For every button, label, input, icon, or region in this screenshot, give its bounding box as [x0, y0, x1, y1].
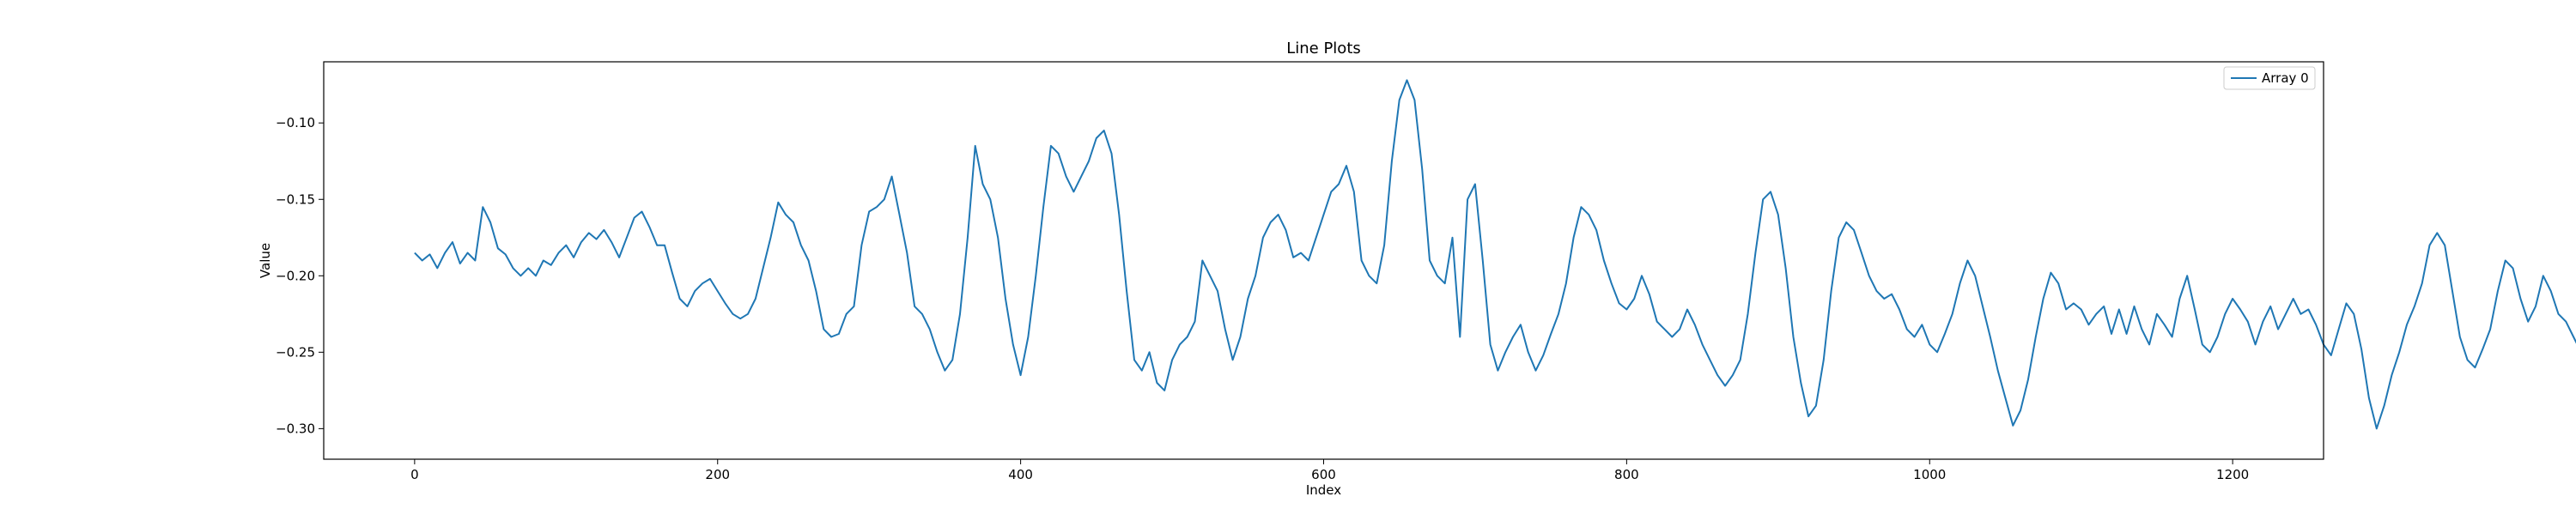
chart-title: Line Plots: [1286, 39, 1361, 58]
x-tick-label: 200: [705, 467, 730, 482]
data-layer: [414, 79, 2576, 430]
x-tick-label: 800: [1614, 467, 1639, 482]
x-tick-label: 1200: [2216, 467, 2249, 482]
series-line-0: [414, 79, 2576, 430]
legend-label: Array 0: [2262, 70, 2309, 86]
y-axis: −0.30 −0.25 −0.20 −0.15 −0.10: [276, 115, 324, 436]
x-tick-label: 1000: [1913, 467, 1946, 482]
y-tick-label: −0.10: [276, 115, 315, 130]
legend: Array 0: [2223, 66, 2316, 90]
y-axis-label: Value: [258, 243, 273, 278]
x-tick-label: 400: [1008, 467, 1033, 482]
y-tick-label: −0.25: [276, 344, 315, 360]
x-axis: 0 200 400 600 800 1000 1200: [410, 459, 2249, 482]
x-tick-label: 0: [410, 467, 419, 482]
y-tick-label: −0.30: [276, 421, 315, 436]
x-tick-label: 600: [1311, 467, 1336, 482]
x-axis-label: Index: [1306, 482, 1341, 498]
y-tick-label: −0.15: [276, 191, 315, 207]
legend-box: [2223, 66, 2316, 90]
y-tick-label: −0.20: [276, 268, 315, 283]
